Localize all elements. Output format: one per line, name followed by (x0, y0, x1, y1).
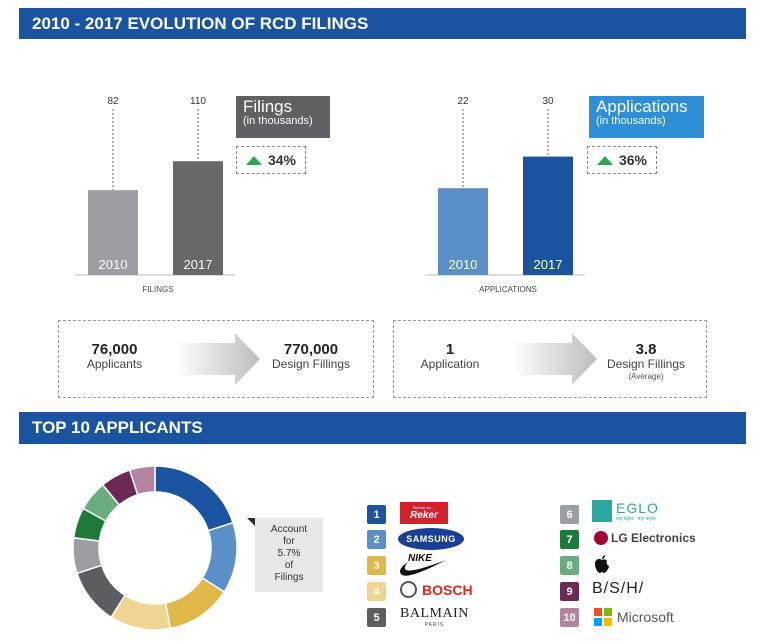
windows-icon (594, 608, 612, 626)
rank-badge-6: 6 (560, 505, 579, 524)
filings-title: Filings (243, 97, 293, 116)
stat-value: 770,000 (283, 341, 339, 358)
top10-donut-chart (72, 465, 238, 631)
account-callout: Account for 5.7% of Filings (255, 518, 323, 592)
up-arrow-icon (596, 155, 613, 165)
balmain-logo: BALMAIN PARIS (400, 606, 469, 628)
bar-2010 (88, 190, 138, 275)
rank-badge-3: 3 (367, 556, 386, 575)
section-banner-top10: TOP 10 APPLICANTS (19, 412, 746, 444)
applications-chart-title: Applications (in thousands) (589, 96, 704, 138)
rank-badge-10: 10 (560, 608, 579, 627)
filings-chart-title: Filings (in thousands) (236, 96, 330, 138)
eglo-logo-text: EGLO (616, 500, 659, 516)
category-label: 2017 (184, 257, 213, 272)
nike-logo: NIKE (400, 553, 448, 578)
balmain-logo-text: BALMAIN (400, 606, 469, 621)
filings-bar-chart: 82 2010 110 2017 FILINGS (75, 96, 235, 294)
reker-logo-tagline: Rivière du ... (412, 505, 436, 510)
stat-application: 1 Application (405, 341, 495, 372)
swoosh-icon (400, 560, 446, 576)
lg-logo: LG Electronics (594, 531, 696, 545)
callout-line: Account (270, 524, 308, 535)
applications-change-box: 36% (587, 146, 657, 174)
bosch-emblem-icon (400, 581, 417, 598)
reker-logo: Rivière du ... Reker (400, 502, 448, 524)
gradient-arrow-icon (512, 333, 597, 385)
bar-2017 (173, 161, 223, 275)
stat-label: Application (420, 357, 480, 371)
value-label: 30 (542, 96, 554, 107)
callout-line: 5.7% (277, 548, 301, 559)
rank-badge-1: 1 (367, 505, 386, 524)
applications-subtitle: (in thousands) (596, 114, 666, 127)
value-label: 22 (457, 96, 469, 107)
category-label: 2010 (449, 257, 478, 272)
bsh-logo: B/S/H/ (592, 580, 644, 598)
reker-logo-text: Reker (410, 510, 438, 521)
applications-bar-chart: 22 2010 30 2017 APPLICATIONS (425, 96, 585, 294)
section-banner-evolution: 2010 - 2017 EVOLUTION OF RCD FILINGS (19, 8, 746, 39)
x-axis-label: APPLICATIONS (479, 285, 537, 294)
lg-emblem-icon (594, 531, 608, 545)
application-to-filings-box (393, 320, 707, 398)
stat-average-filings: 3.8 Design Fillings (Average) (597, 341, 695, 381)
gradient-arrow-icon (175, 333, 260, 385)
bsh-logo-text: B/S/H/ (592, 580, 645, 597)
donut-slice-10 (128, 465, 156, 496)
stat-value: 3.8 (635, 341, 657, 358)
donut-slice-3 (164, 576, 226, 630)
stat-label: Applicants (86, 357, 143, 371)
stat-label: Design Fillings (606, 357, 686, 371)
value-label: 110 (190, 96, 206, 107)
donut-slice-1 (154, 465, 234, 532)
filings-change: 34% (267, 152, 297, 168)
bosch-logo: BOSCH (400, 581, 473, 598)
section-title: 2010 - 2017 EVOLUTION OF RCD FILINGS (32, 13, 369, 33)
applicants-to-filings-box (58, 320, 374, 398)
section-title: TOP 10 APPLICANTS (32, 418, 203, 437)
rank-badge-9: 9 (560, 582, 579, 601)
apple-logo-icon (594, 555, 610, 574)
microsoft-logo-text: Microsoft (617, 609, 674, 625)
callout-line: Filings (274, 572, 304, 583)
category-label: 2017 (534, 257, 563, 272)
eglo-emblem-icon (592, 500, 612, 522)
samsung-logo-text: SAMSUNG (406, 534, 456, 544)
balmain-logo-sub: PARIS (424, 622, 445, 628)
stat-design-fillings: 770,000 Design Fillings (262, 341, 360, 372)
stat-applicants: 76,000 Applicants (72, 341, 157, 372)
bar-2010 (438, 188, 488, 275)
apple-icon (595, 555, 609, 573)
rank-badge-4: 4 (367, 582, 386, 601)
callout-corner (247, 518, 255, 526)
filings-change-box: 34% (236, 146, 306, 174)
stat-value: 1 (445, 341, 455, 358)
x-axis-label: FILINGS (142, 285, 173, 294)
applications-title: Applications (596, 97, 688, 116)
up-arrow-icon (245, 155, 262, 165)
bar-2017 (523, 156, 573, 275)
rank-badge-5: 5 (367, 608, 386, 627)
rank-badge-7: 7 (560, 530, 579, 549)
microsoft-logo: Microsoft (594, 608, 674, 626)
stat-sublabel: (Average) (628, 371, 664, 381)
category-label: 2010 (99, 257, 128, 272)
callout-line: of (284, 560, 294, 571)
lg-logo-text: LG Electronics (611, 531, 696, 545)
eglo-logo: EGLO my light · my style (592, 500, 659, 522)
rank-badge-8: 8 (560, 556, 579, 575)
stat-label: Design Fillings (271, 357, 351, 371)
samsung-logo: SAMSUNG (398, 528, 464, 550)
bosch-logo-text: BOSCH (422, 581, 473, 598)
stat-value: 76,000 (91, 341, 138, 358)
filings-subtitle: (in thousands) (243, 114, 313, 127)
applications-change: 36% (618, 152, 648, 168)
rank-badge-2: 2 (367, 530, 386, 549)
value-label: 82 (107, 96, 119, 107)
callout-line: for (283, 536, 295, 547)
nike-logo-text: NIKE (408, 553, 432, 564)
eglo-logo-tagline: my light · my style (616, 516, 657, 522)
